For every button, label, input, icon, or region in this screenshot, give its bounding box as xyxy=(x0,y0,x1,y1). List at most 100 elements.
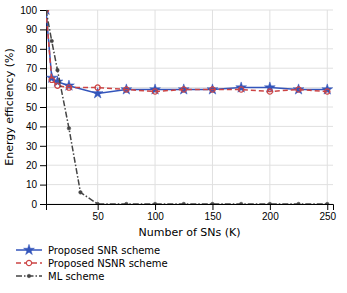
y-tick: 100 xyxy=(20,5,46,16)
series xyxy=(46,10,330,94)
point xyxy=(95,85,100,90)
point xyxy=(49,77,54,82)
y-tick-mark xyxy=(40,204,46,205)
point xyxy=(66,85,71,90)
point xyxy=(325,202,329,204)
point xyxy=(152,89,157,94)
grid-line xyxy=(46,48,333,49)
x-tick: 50 xyxy=(93,204,105,222)
point xyxy=(96,202,100,204)
x-tick-label: 50 xyxy=(93,211,105,222)
point xyxy=(267,89,272,94)
legend-label: Proposed SNR scheme xyxy=(48,245,160,256)
y-tick-mark xyxy=(40,185,46,186)
point xyxy=(322,84,333,94)
x-tick-mark xyxy=(98,204,99,210)
y-tick-label: 50 xyxy=(26,102,38,113)
y-tick-mark xyxy=(40,29,46,30)
legend-label: Proposed NSNR scheme xyxy=(48,258,168,269)
y-axis-line xyxy=(40,11,47,205)
point xyxy=(46,10,48,12)
grid-line xyxy=(46,29,333,30)
point xyxy=(239,202,243,204)
point xyxy=(264,82,275,92)
legend-item: Proposed NSNR scheme xyxy=(16,258,168,269)
x-tick: 200 xyxy=(262,204,279,222)
y-tick-label: 10 xyxy=(26,179,38,190)
y-tick-label: 40 xyxy=(26,121,38,132)
point xyxy=(67,127,71,131)
grid-line xyxy=(46,107,333,108)
point xyxy=(293,84,304,94)
legend-marker xyxy=(27,274,31,278)
y-tick-mark xyxy=(40,107,46,108)
x-axis-line xyxy=(47,205,334,211)
y-tick-label: 90 xyxy=(26,24,38,35)
y-tick: 60 xyxy=(26,82,46,93)
x-axis-title: Number of SNs (K) xyxy=(138,226,240,239)
y-tick: 90 xyxy=(26,24,46,35)
point xyxy=(296,87,301,92)
y-tick-label: 60 xyxy=(26,82,38,93)
legend: Proposed SNR scheme Proposed NSNR scheme M… xyxy=(16,244,168,281)
marks xyxy=(46,10,333,204)
series-line xyxy=(46,10,327,93)
grid-line xyxy=(46,184,333,185)
y-tick: 10 xyxy=(26,179,46,190)
grid xyxy=(46,10,333,204)
y-tick-label: 30 xyxy=(26,141,38,152)
y-tick: 30 xyxy=(26,141,46,152)
x-tick: 100 xyxy=(147,204,164,222)
y-tick-mark xyxy=(40,10,46,11)
legend-item: Proposed SNR scheme xyxy=(16,244,160,255)
y-tick-label: 70 xyxy=(26,63,38,74)
grid-line xyxy=(46,126,333,127)
point xyxy=(79,191,83,195)
point xyxy=(297,202,301,204)
point xyxy=(325,89,330,94)
y-tick-mark xyxy=(40,88,46,89)
y-tick-mark xyxy=(40,49,46,50)
point xyxy=(268,202,272,204)
y-tick: 50 xyxy=(26,102,46,113)
y-tick-mark xyxy=(40,165,46,166)
point xyxy=(210,87,215,92)
y-tick-label: 100 xyxy=(20,5,37,16)
point xyxy=(153,202,157,204)
point xyxy=(236,82,247,92)
y-tick: 70 xyxy=(26,63,46,74)
x-tick: 150 xyxy=(205,204,222,222)
y-tick: 0 xyxy=(31,199,46,210)
chart: 50 100 150 200 250 0 10 20 30 40 50 60 70 80 90 100 Numb… xyxy=(0,0,347,293)
grid-line xyxy=(46,10,333,11)
y-tick: 80 xyxy=(26,44,46,55)
grid-line xyxy=(46,68,333,69)
x-tick-mark xyxy=(270,204,271,210)
y-axis-title: Energy efficiency (%) xyxy=(3,48,16,165)
point xyxy=(56,68,60,72)
point xyxy=(150,84,161,94)
grid-line xyxy=(46,165,333,166)
point xyxy=(124,87,129,92)
legend-label: ML scheme xyxy=(48,271,104,282)
point xyxy=(55,83,60,88)
x-tick-mark xyxy=(155,204,156,210)
y-tick-label: 80 xyxy=(26,44,38,55)
series xyxy=(46,10,333,98)
point xyxy=(182,202,186,204)
x-tick-label: 150 xyxy=(205,211,222,222)
y-axis: 0 10 20 30 40 50 60 70 80 90 100 xyxy=(20,5,46,210)
series-line xyxy=(46,10,327,91)
y-tick-label: 0 xyxy=(31,199,37,210)
point xyxy=(239,87,244,92)
point xyxy=(125,202,129,204)
point xyxy=(50,39,54,43)
point xyxy=(211,202,215,204)
x-tick-label: 100 xyxy=(147,211,164,222)
y-tick-label: 20 xyxy=(26,160,38,171)
point xyxy=(64,80,75,90)
y-tick-mark xyxy=(40,126,46,127)
x-tick: 250 xyxy=(319,204,336,222)
legend-item: ML scheme xyxy=(16,271,104,282)
point xyxy=(92,88,103,98)
